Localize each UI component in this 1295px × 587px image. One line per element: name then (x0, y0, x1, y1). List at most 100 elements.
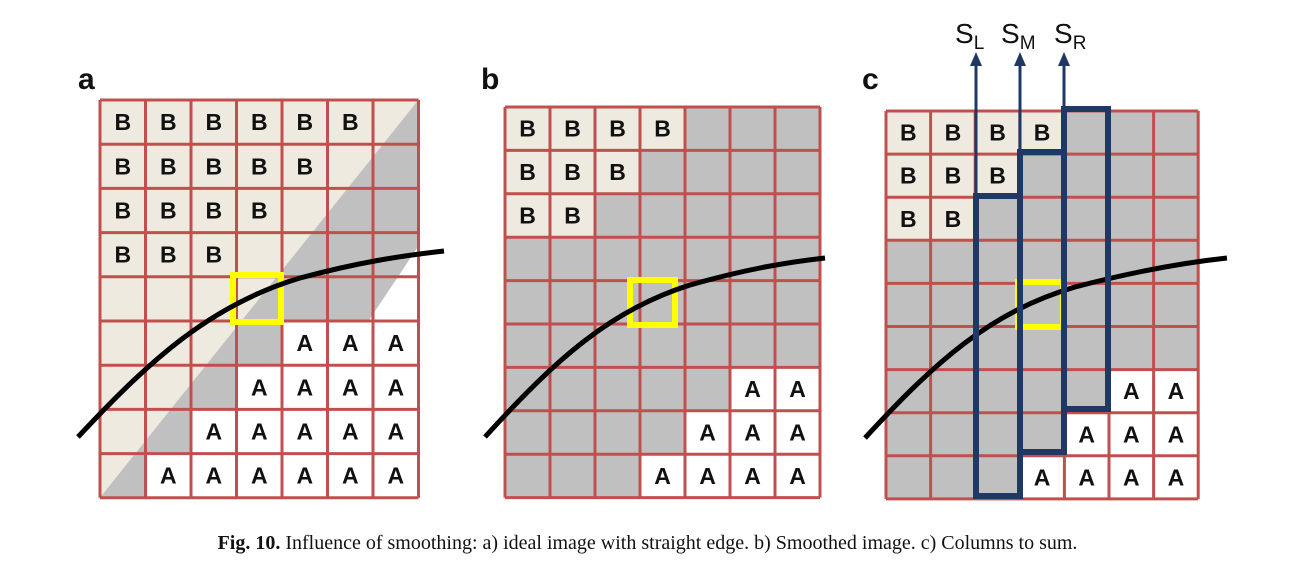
panel-a-cell-a (373, 453, 419, 498)
panel-a-cell-b (282, 144, 328, 189)
panel-b-cell-b (595, 150, 640, 194)
panel-b-cell-letter: A (744, 420, 761, 446)
panel-a-cell-a (145, 453, 191, 498)
panel-a-cell-letter: B (251, 198, 268, 224)
panel-a-cell-a (236, 365, 282, 410)
panel-c-cell-letter: A (1168, 464, 1185, 490)
panel-a-cell-a (327, 409, 373, 454)
panel-c-label: c (862, 63, 879, 96)
panel-c-cell-b (930, 197, 976, 241)
panel-a-cell-letter: A (251, 419, 268, 445)
panel-a-cell-b (145, 232, 191, 277)
panel-a-cell-b (145, 100, 191, 145)
panel-b-cell-letter: B (519, 159, 536, 185)
panel-b: b B B B BB B BB BA AA A AA A A A (481, 63, 826, 500)
panel-b-cell-a (730, 410, 775, 455)
panel-c-cell-letter: A (1078, 421, 1095, 447)
panel-a-cell-a (282, 321, 328, 366)
panel-a-cell-b (145, 188, 191, 233)
panel-c-cell-letter: A (1123, 421, 1140, 447)
panel-b-cell-letter: B (519, 203, 536, 229)
panel-c-cell-b (886, 154, 931, 198)
panel-c-cell-a (1064, 412, 1109, 456)
panel-a-cell-letter: B (251, 153, 268, 179)
panel-a-cell-b (100, 188, 146, 233)
caption-label: Fig. 10. (217, 532, 281, 554)
panel-a-cell-letter: B (205, 109, 222, 135)
panel-c-cell-a (1019, 455, 1065, 499)
panel-a-cell-a (373, 365, 419, 410)
panel-c-cell-letter: B (945, 120, 962, 146)
panel-c-cell-a (1153, 412, 1199, 456)
panel-a-cell-a (327, 365, 373, 410)
figure-10: a B B B B B BB B B B BB B B BB B BA A AA A A AA A A A AA A A A A A b… (76, 18, 1228, 501)
panel-a-cell-a (327, 321, 373, 366)
panel-a-cell-letter: A (296, 374, 313, 400)
panel-b-cell-a (730, 367, 775, 411)
panel-a-cell-b (191, 144, 237, 189)
panel-b-cell-b (595, 107, 640, 151)
panel-a-cell-letter: A (296, 419, 313, 445)
panel-b-cell-letter: A (744, 463, 761, 489)
panel-a-cell-a (191, 453, 237, 498)
panel-a-cell-letter: B (160, 109, 177, 135)
panel-a-cell-a (327, 453, 373, 498)
panel-b-cell-a (775, 367, 820, 411)
column-label-left: SL (955, 18, 984, 54)
panel-a-cell-a (191, 409, 237, 454)
panel-a-cell-b (191, 188, 237, 233)
panel-a-cell-b (100, 144, 146, 189)
panel-c-cell-a (1109, 412, 1154, 456)
panel-b-cell-b (550, 150, 595, 194)
panel-a-cell-a (373, 321, 419, 366)
panel-b-cell-letter: B (564, 116, 581, 142)
panel-b-cells: B B B BB B BB BA AA A AA A A A (505, 107, 820, 498)
panel-a-cell-b (145, 144, 191, 189)
panel-c-cell-a (1064, 455, 1109, 499)
panel-b-cell-letter: B (609, 116, 626, 142)
arrow-right (1058, 52, 1070, 109)
panel-b-cell-letter: B (564, 203, 581, 229)
column-box-right (1061, 106, 1111, 412)
panel-c-cell-letter: B (1034, 120, 1051, 146)
panel-b-cell-a (775, 410, 820, 455)
panel-a-cell-letter: B (205, 153, 222, 179)
panel-a-cell-b (236, 144, 282, 189)
panel-a-cell-letter: B (296, 109, 313, 135)
panel-b-cell-letter: A (789, 463, 806, 489)
panel-c-cell-b (886, 111, 931, 155)
caption-text: Influence of smoothing: a) ideal image w… (280, 532, 1078, 554)
panel-b-cell-letter: A (789, 376, 806, 402)
panel-b-cell-a (640, 454, 685, 498)
panel-a-cell-letter: A (205, 463, 222, 489)
panel-c-cell-b (975, 154, 1020, 198)
panel-a-cell-letter: B (114, 109, 131, 135)
column-label-right: SR (1054, 18, 1086, 54)
panel-a-highlight-pixel (230, 272, 284, 325)
panel-c-cell-b (975, 111, 1020, 155)
panel-b-cell-letter: A (699, 463, 716, 489)
panel-c-cell-letter: B (900, 163, 917, 189)
panel-a-cell-letter: A (296, 330, 313, 356)
panel-c: c B B B BB B BB BA AA A AA A A A SL SM SR (862, 18, 1228, 501)
panel-c-cell-letter: A (1123, 378, 1140, 404)
panel-b-cell-letter: A (699, 420, 716, 446)
panel-b-cell-letter: A (654, 463, 671, 489)
panel-a-cell-letter: B (114, 242, 131, 268)
panel-a-cell-letter: B (114, 153, 131, 179)
panel-a-cell-letter: A (251, 463, 268, 489)
panel-a-cell-a (236, 409, 282, 454)
panel-a-cell-letter: B (205, 242, 222, 268)
panel-a-cell-a (236, 453, 282, 498)
panel-a-cell-letter: B (160, 153, 177, 179)
panel-c-cell-a (1153, 369, 1199, 413)
panel-a: a B B B B B BB B B B BB B B BB B BA A AA A A AA A A A AA A A A A A (76, 63, 445, 500)
panel-a-cell-b (191, 232, 237, 277)
panel-b-cell-a (685, 410, 730, 455)
panel-a-cell-letter: B (160, 198, 177, 224)
panel-b-cell-b (505, 107, 550, 151)
panel-c-cell-b (886, 197, 931, 241)
panel-a-cell-letter: B (160, 242, 177, 268)
panel-c-edge-curve (863, 255, 1228, 440)
panel-a-label: a (78, 63, 95, 96)
